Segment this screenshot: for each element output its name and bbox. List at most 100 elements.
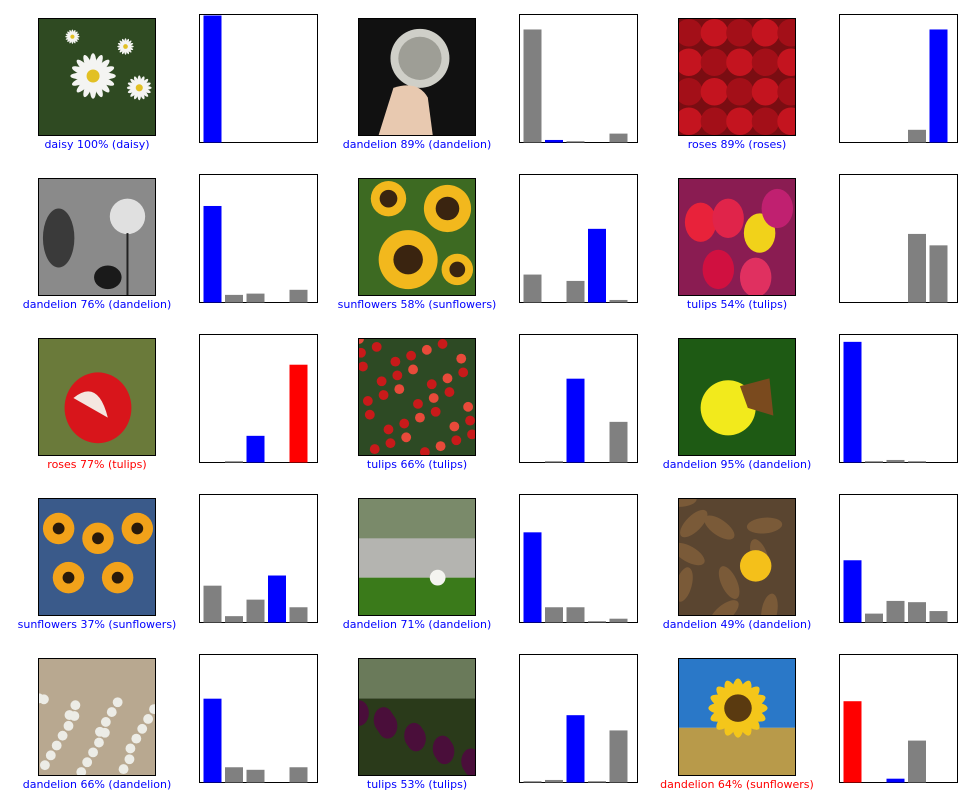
tulip-field-photo bbox=[359, 339, 475, 455]
bar-dandelion bbox=[225, 294, 243, 303]
prediction-caption: sunflowers 37% (sunflowers) bbox=[17, 618, 177, 631]
purple-tulips-photo bbox=[359, 659, 475, 775]
bar-daisy bbox=[203, 585, 222, 623]
flower-image bbox=[38, 658, 156, 776]
probability-bar-chart bbox=[519, 14, 638, 143]
prediction-caption: sunflowers 58% (sunflowers) bbox=[337, 298, 497, 311]
probability-bar-chart bbox=[519, 334, 638, 463]
probability-bar-chart bbox=[839, 654, 958, 783]
bar-sunflowers bbox=[268, 575, 286, 623]
red-roses-photo bbox=[679, 19, 795, 135]
probability-bar-chart bbox=[839, 334, 958, 463]
bar-dandelion bbox=[545, 139, 563, 143]
bar-roses bbox=[246, 769, 265, 783]
bar-roses bbox=[566, 141, 585, 143]
bar-roses bbox=[246, 293, 265, 303]
probability-bar-chart bbox=[519, 494, 638, 623]
bar-tulips bbox=[289, 607, 308, 623]
prediction-caption: dandelion 89% (dandelion) bbox=[342, 138, 492, 151]
flower-image bbox=[678, 178, 796, 296]
dandelion-in-hand-photo bbox=[359, 19, 475, 135]
bar-daisy bbox=[203, 698, 222, 783]
prediction-caption: daisy 100% (daisy) bbox=[44, 138, 150, 151]
bar-daisy bbox=[843, 341, 862, 463]
prediction-caption: dandelion 95% (dandelion) bbox=[662, 458, 812, 471]
bar-dandelion bbox=[545, 461, 563, 463]
bar-roses bbox=[886, 459, 905, 463]
bar-roses bbox=[566, 715, 585, 783]
bar-daisy bbox=[203, 15, 222, 143]
flower-image bbox=[358, 658, 476, 776]
bar-daisy bbox=[523, 274, 542, 303]
probability-bar-chart bbox=[199, 14, 318, 143]
prediction-caption: dandelion 49% (dandelion) bbox=[662, 618, 812, 631]
bar-roses bbox=[246, 599, 265, 623]
chart-frame bbox=[839, 14, 958, 143]
prediction-caption: dandelion 71% (dandelion) bbox=[342, 618, 492, 631]
probability-bar-chart bbox=[199, 654, 318, 783]
bar-dandelion bbox=[225, 616, 243, 623]
sunflowers-fence-photo bbox=[39, 499, 155, 615]
bar-daisy bbox=[203, 205, 222, 303]
probability-bar-chart bbox=[839, 14, 958, 143]
bar-sunflowers bbox=[908, 602, 926, 623]
flower-image bbox=[38, 18, 156, 136]
probability-bar-chart bbox=[199, 334, 318, 463]
bar-roses bbox=[566, 280, 585, 303]
bar-dandelion bbox=[545, 607, 563, 623]
flower-image bbox=[358, 498, 476, 616]
flower-image bbox=[38, 338, 156, 456]
bar-daisy bbox=[843, 560, 862, 623]
bar-tulips bbox=[289, 767, 308, 783]
chart-frame bbox=[839, 174, 958, 303]
bar-roses bbox=[566, 607, 585, 623]
bar-sunflowers bbox=[908, 233, 926, 303]
bar-sunflowers bbox=[908, 129, 926, 143]
bar-daisy bbox=[523, 781, 542, 783]
dandelion-seedheads-photo bbox=[39, 659, 155, 775]
prediction-caption: tulips 54% (tulips) bbox=[686, 298, 788, 311]
probability-bar-chart bbox=[519, 174, 638, 303]
probability-bar-chart bbox=[839, 494, 958, 623]
tulips-photo bbox=[679, 179, 795, 295]
bar-dandelion bbox=[225, 461, 243, 463]
prediction-caption: tulips 66% (tulips) bbox=[366, 458, 468, 471]
flower-image bbox=[38, 178, 156, 296]
prediction-caption: dandelion 66% (dandelion) bbox=[22, 778, 172, 791]
bar-tulips bbox=[929, 29, 948, 143]
bar-sunflowers bbox=[588, 228, 606, 303]
bar-sunflowers bbox=[908, 461, 926, 463]
bar-tulips bbox=[289, 364, 308, 463]
bar-tulips bbox=[609, 618, 628, 623]
bar-tulips bbox=[929, 245, 948, 303]
bar-tulips bbox=[929, 611, 948, 623]
flower-image bbox=[678, 18, 796, 136]
bar-dandelion bbox=[865, 461, 883, 463]
probability-bar-chart bbox=[199, 494, 318, 623]
dandelion-butterfly-photo bbox=[679, 339, 795, 455]
bar-sunflowers bbox=[588, 781, 606, 783]
probability-bar-chart bbox=[519, 654, 638, 783]
red-tulip-photo bbox=[39, 339, 155, 455]
flower-image bbox=[678, 498, 796, 616]
prediction-caption: dandelion 64% (sunflowers) bbox=[660, 778, 814, 791]
dandelion-leaves-photo bbox=[679, 499, 795, 615]
bar-sunflowers bbox=[908, 740, 926, 783]
flower-image bbox=[358, 18, 476, 136]
bar-daisy bbox=[843, 701, 862, 783]
flower-image bbox=[678, 658, 796, 776]
bar-roses bbox=[566, 378, 585, 463]
prediction-caption: roses 77% (tulips) bbox=[47, 458, 147, 471]
prediction-caption: dandelion 76% (dandelion) bbox=[22, 298, 172, 311]
bar-tulips bbox=[609, 133, 628, 143]
bar-tulips bbox=[609, 730, 628, 783]
probability-bar-chart bbox=[199, 174, 318, 303]
flower-image bbox=[358, 178, 476, 296]
flower-image bbox=[38, 498, 156, 616]
bar-roses bbox=[246, 435, 265, 463]
bar-sunflowers bbox=[588, 621, 606, 623]
bar-dandelion bbox=[225, 767, 243, 783]
bar-daisy bbox=[523, 532, 542, 623]
flower-image bbox=[678, 338, 796, 456]
sunflowers-photo bbox=[359, 179, 475, 295]
